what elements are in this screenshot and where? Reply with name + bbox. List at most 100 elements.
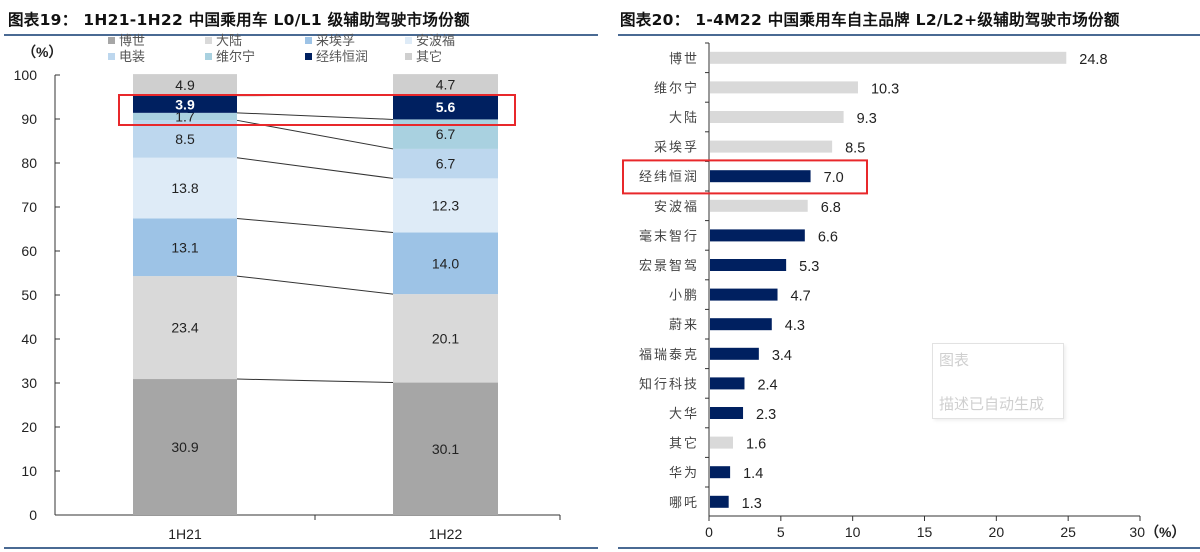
legend-item: 经纬恒润 (305, 49, 368, 64)
bar-segment (393, 178, 498, 233)
connector-line (236, 217, 394, 234)
connector-line (236, 378, 394, 384)
bar-segment (133, 120, 237, 158)
y-tick-label: 30 (21, 375, 37, 391)
bar-row-维尔宁: 维尔宁 10.3 (654, 80, 899, 97)
bar (710, 229, 805, 242)
highlight-box (118, 94, 516, 126)
bar-segment (393, 232, 498, 295)
legend-label: 博世 (119, 33, 145, 48)
legend-label: 采埃孚 (316, 33, 355, 48)
bar-value-label: 1.3 (742, 496, 762, 512)
category-label: 博世 (669, 51, 699, 66)
bar (710, 436, 733, 449)
right-chart-panel: 图表20： 1-4M22 中国乘用车自主品牌 L2/L2+级辅助驾驶市场份额 博… (600, 0, 1200, 552)
right-bottom-rule (618, 547, 1200, 549)
bar-row-其它: 其它 1.6 (669, 436, 766, 453)
bar-row-大华: 大华 2.3 (669, 406, 776, 423)
legend-swatch (205, 37, 212, 44)
bar-value-label: 6.6 (818, 229, 838, 245)
bar-segment (393, 148, 498, 179)
bar-row-宏景智驾: 宏景智驾 5.3 (639, 258, 819, 275)
bar (710, 466, 731, 479)
bar-value-label: 4.3 (785, 318, 805, 334)
overlay-line-1: 图表 (939, 351, 970, 369)
legend-label: 经纬恒润 (316, 49, 368, 64)
bar-value-label: 9.3 (857, 111, 877, 127)
legend-item: 博世 (108, 33, 145, 48)
category-label: 大陆 (669, 110, 699, 125)
bar-value-label: 3.4 (772, 348, 792, 364)
legend-item: 采埃孚 (305, 33, 355, 48)
bar-segment (133, 157, 237, 219)
left-title-rule (4, 34, 598, 36)
bar (710, 81, 858, 94)
x-axis-unit: （%） (1145, 524, 1185, 540)
y-tick-label: 10 (21, 463, 37, 479)
bar-value-label: 5.3 (799, 259, 819, 275)
bar-row-大陆: 大陆 9.3 (669, 110, 877, 127)
category-label: 知行科技 (639, 376, 699, 391)
bar (710, 259, 787, 271)
bar-row-华为: 华为 1.4 (669, 465, 763, 482)
segment-value-label: 6.7 (436, 126, 456, 142)
bar-row-小鹏: 小鹏 4.7 (669, 288, 811, 305)
y-axis-unit: （%） (22, 44, 62, 60)
bar-value-label: 24.8 (1079, 52, 1107, 68)
segment-value-label: 5.6 (436, 99, 456, 115)
category-label: 福瑞泰克 (639, 347, 699, 362)
bar (710, 318, 772, 331)
y-tick-label: 100 (14, 67, 38, 83)
bar (710, 377, 745, 390)
legend-swatch (405, 37, 412, 44)
legend-label: 维尔宁 (216, 49, 255, 64)
y-tick-label: 80 (21, 155, 37, 171)
bar-value-label: 2.4 (757, 377, 777, 393)
segment-value-label: 13.8 (171, 180, 198, 196)
bar (710, 170, 811, 183)
category-label: 大华 (669, 406, 699, 421)
bar (710, 111, 844, 123)
category-label: 维尔宁 (654, 80, 699, 95)
y-tick-label: 0 (29, 507, 37, 523)
bar-segment (133, 74, 237, 96)
bar (710, 140, 833, 153)
x-tick-label: 25 (1060, 524, 1076, 540)
bar-value-label: 2.3 (756, 407, 776, 423)
bar-value-label: 8.5 (845, 141, 865, 157)
left-chart-title: 图表19： 1H21-1H22 中国乘用车 L0/L1 级辅助驾驶市场份额 (8, 11, 470, 29)
bar-segment (133, 379, 237, 515)
y-tick-label: 50 (21, 287, 37, 303)
segment-value-label: 8.5 (175, 131, 195, 147)
segment-value-label: 23.4 (171, 320, 198, 336)
category-label: 哪吒 (669, 495, 699, 510)
bar-value-label: 1.4 (743, 466, 763, 482)
legend-label: 大陆 (216, 33, 242, 48)
legend-swatch (305, 37, 312, 44)
bar-row-知行科技: 知行科技 2.4 (639, 376, 778, 393)
segment-value-label: 4.9 (175, 77, 195, 93)
overlay-line-2: 描述已自动生成 (939, 395, 1045, 413)
connector-line (236, 112, 394, 120)
segment-value-label: 4.7 (436, 76, 456, 92)
x-tick-label: 20 (989, 524, 1005, 540)
category-label: 安波福 (654, 199, 699, 214)
legend-swatch (305, 53, 312, 60)
bar (710, 407, 744, 419)
bar-value-label: 10.3 (871, 81, 899, 97)
bar (710, 288, 778, 301)
bar-value-label: 6.8 (821, 200, 841, 216)
bar-value-label: 1.6 (746, 437, 766, 453)
x-tick-label: 15 (917, 524, 933, 540)
connector-line (236, 275, 394, 295)
segment-value-label: 13.1 (171, 239, 198, 255)
legend-item: 安波福 (405, 33, 455, 48)
y-tick-label: 70 (21, 199, 37, 215)
legend-label: 其它 (416, 49, 442, 64)
bar (710, 347, 759, 360)
x-tick-label: 5 (777, 524, 785, 540)
bar-segment (393, 74, 498, 95)
bar-row-蔚来: 蔚来 4.3 (669, 317, 805, 334)
connector-line (236, 157, 394, 179)
